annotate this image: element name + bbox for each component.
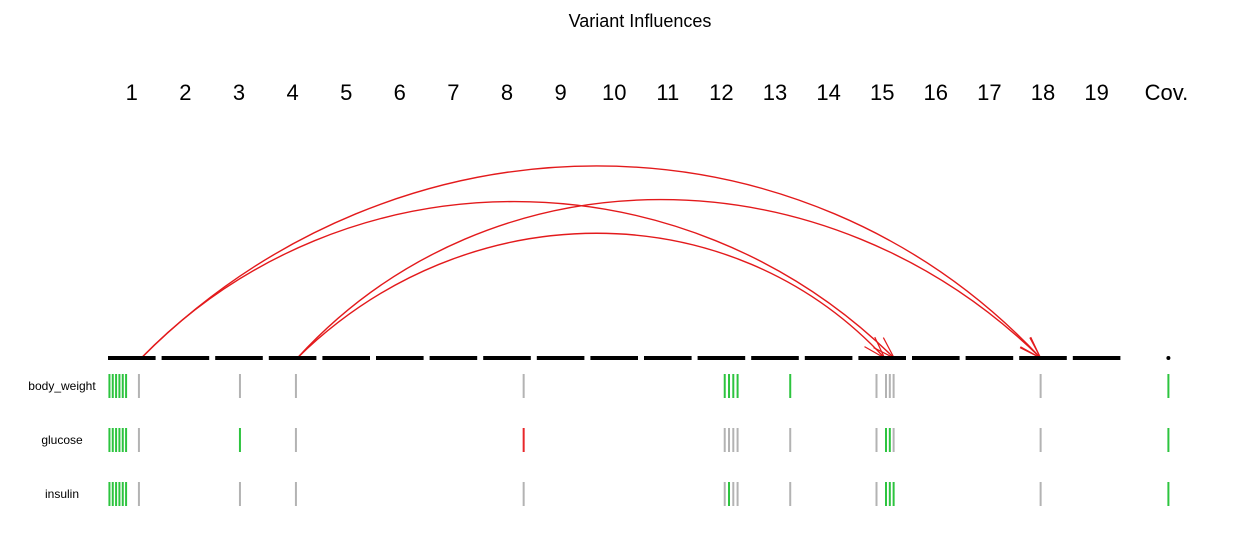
chromosome-label: 19 <box>1084 80 1108 105</box>
chart-title: Variant Influences <box>569 11 712 31</box>
interaction-arc <box>296 199 1042 359</box>
chromosome-label: 12 <box>709 80 733 105</box>
chromosome-label: 11 <box>656 80 679 105</box>
trait-label: insulin <box>45 487 79 501</box>
chromosome-label: 5 <box>340 80 352 105</box>
chromosome-label: 8 <box>501 80 513 105</box>
chromosome-label: 1 <box>126 80 138 105</box>
trait-label: body_weight <box>28 379 96 393</box>
chromosome-label: 15 <box>870 80 894 105</box>
chromosome-label: 6 <box>394 80 406 105</box>
chromosome-label: 13 <box>763 80 787 105</box>
interaction-arc <box>296 232 886 359</box>
chromosome-label: 17 <box>977 80 1001 105</box>
chromosome-label: 18 <box>1031 80 1055 105</box>
interaction-arc <box>140 165 1042 359</box>
chromosome-label: 2 <box>179 80 191 105</box>
chromosome-label: Cov. <box>1145 80 1189 105</box>
chromosome-label: 14 <box>816 80 840 105</box>
chromosome-label: 10 <box>602 80 626 105</box>
marker-ticks <box>108 374 1170 506</box>
chromosome-label: 7 <box>447 80 459 105</box>
chromosome-label: 4 <box>286 80 298 105</box>
interaction-arc <box>140 201 895 359</box>
interaction-arcs <box>140 165 1043 360</box>
chromosome-label: 3 <box>233 80 245 105</box>
chromosome-label: 9 <box>554 80 566 105</box>
chromosome-axis <box>108 356 1171 360</box>
covariate-axis-dot <box>1166 356 1171 360</box>
trait-label: glucose <box>41 433 83 447</box>
chromosome-label: 16 <box>924 80 948 105</box>
chromosome-labels: 1 2 3 4 5 6 7 8 9 10 11 12 13 14 15 16 17 18 19 Cov. <box>126 80 1189 105</box>
